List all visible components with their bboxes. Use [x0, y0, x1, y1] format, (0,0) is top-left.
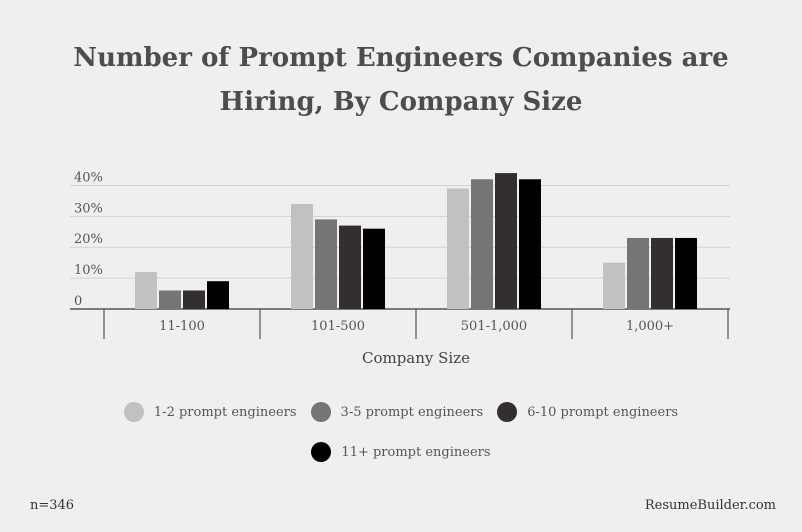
legend-item-6-10: 6-10 prompt engineers: [497, 402, 678, 422]
bar-chart: 0 10% 20% 30% 40% 11-100 101-500 501-1,000 1,000…: [70, 170, 730, 367]
legend-label: 6-10 prompt engineers: [527, 404, 679, 420]
x-tick-label: 101-500: [311, 319, 365, 334]
chart-title-line-2: Hiring, By Company Size: [219, 87, 583, 117]
legend-item-11-plus: 11+ prompt engineers: [311, 442, 491, 462]
legend-swatch: [310, 402, 331, 422]
bar: [519, 179, 541, 309]
bar: [159, 290, 181, 309]
legend: 1-2 prompt engineers 3-5 prompt engineer…: [0, 398, 802, 478]
legend-swatch: [123, 402, 144, 422]
sample-size: n=346: [30, 498, 75, 513]
legend-item-3-5: 3-5 prompt engineers: [310, 402, 484, 422]
bar: [363, 228, 385, 309]
bar: [183, 290, 205, 309]
legend-label: 11+ prompt engineers: [341, 444, 491, 460]
legend-swatch: [311, 442, 332, 462]
y-tick-label: 10%: [74, 263, 103, 278]
legend-item-1-2: 1-2 prompt engineers: [123, 402, 297, 422]
x-tick-label: 1,000+: [626, 319, 674, 334]
bar: [651, 237, 673, 309]
x-tick-label: 501-1,000: [461, 319, 527, 334]
bar: [447, 188, 469, 309]
bar: [339, 225, 361, 309]
chart-title-line-1: Number of Prompt Engineers Companies are: [73, 43, 729, 73]
bar: [207, 281, 229, 309]
legend-label: 3-5 prompt engineers: [340, 404, 484, 420]
bar: [675, 237, 697, 309]
bar: [291, 203, 313, 309]
bar: [315, 219, 337, 309]
legend-row-2: 11+ prompt engineers: [0, 438, 802, 466]
bar: [495, 173, 517, 309]
x-tick-label: 11-100: [159, 319, 205, 334]
x-axis-label: Company Size: [362, 349, 470, 367]
y-tick-label: 20%: [74, 232, 103, 247]
bar: [471, 179, 493, 309]
legend-label: 1-2 prompt engineers: [153, 404, 297, 420]
legend-row-1: 1-2 prompt engineers 3-5 prompt engineer…: [0, 398, 802, 426]
bar: [627, 237, 649, 309]
y-tick-label: 0: [74, 294, 82, 309]
y-tick-label: 30%: [74, 201, 103, 216]
y-tick-label: 40%: [74, 170, 103, 185]
bar: [135, 271, 157, 309]
bar: [603, 262, 625, 309]
source-credit: ResumeBuilder.com: [644, 498, 776, 513]
chart-title: Number of Prompt Engineers Companies are…: [0, 36, 802, 124]
legend-swatch: [497, 402, 518, 422]
